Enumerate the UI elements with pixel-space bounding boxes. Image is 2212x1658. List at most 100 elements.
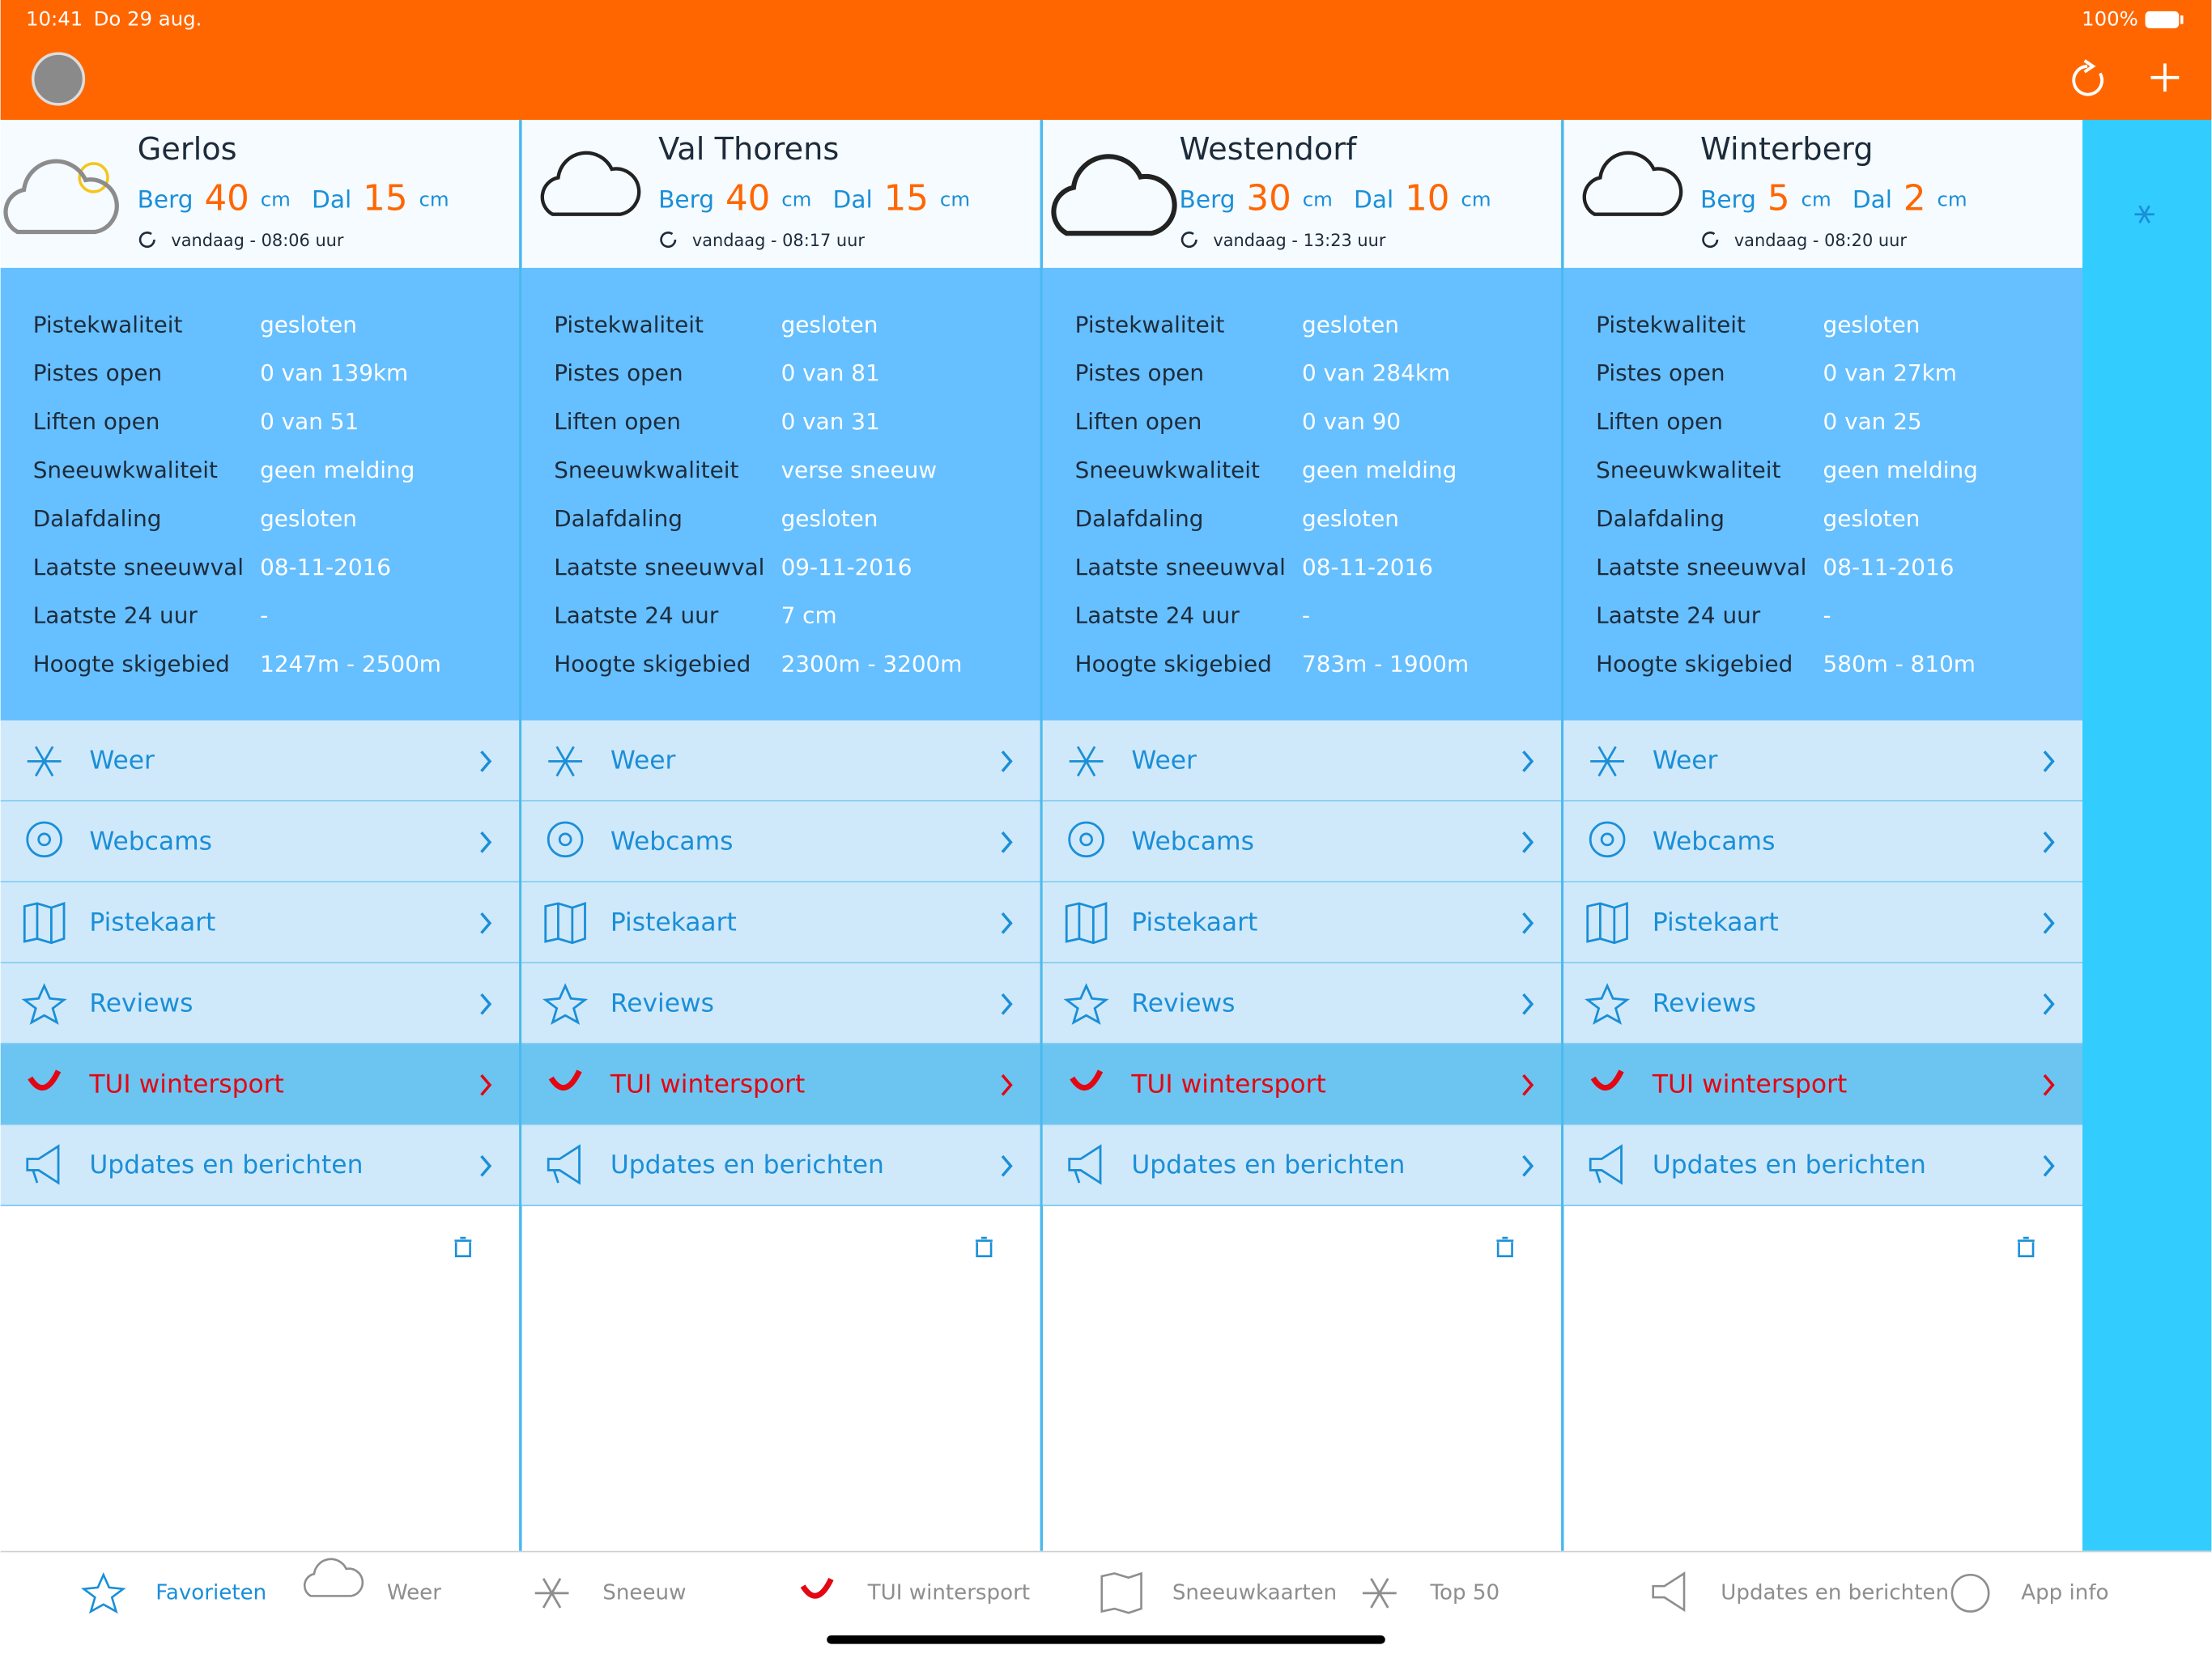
tab-item[interactable]: Top 50 xyxy=(1362,1578,1500,1609)
menu-row[interactable]: Updates en berichten xyxy=(521,1124,1041,1206)
detail-value: gesloten xyxy=(260,311,357,338)
tab-item[interactable]: TUI wintersport xyxy=(800,1577,1030,1605)
home-indicator xyxy=(827,1635,1385,1644)
menu-row[interactable]: Reviews xyxy=(0,963,520,1044)
detail-label: Pistes open xyxy=(1596,359,1725,386)
flake-arm xyxy=(555,746,575,777)
berg-unit: cm xyxy=(261,187,291,210)
menu-row[interactable]: Weer xyxy=(0,720,520,802)
tab-item[interactable]: Sneeuw xyxy=(534,1578,687,1609)
resort-name: Winterberg xyxy=(1700,131,1874,168)
detail-value: 783m - 1900m xyxy=(1302,651,1469,678)
tab-label: Favorieten xyxy=(155,1580,266,1605)
menu-row[interactable]: Updates en berichten xyxy=(0,1124,520,1206)
delete-button[interactable] xyxy=(2017,1236,2035,1257)
updated-time: vandaag - 08:20 uur xyxy=(1734,231,1908,250)
card-header xyxy=(1042,120,1562,268)
detail-label: Laatste sneeuwval xyxy=(1596,554,1806,580)
detail-label: Liften open xyxy=(554,408,681,435)
refresh-icon xyxy=(1702,232,1719,249)
menu-row-background xyxy=(1563,1044,2082,1125)
menu-row[interactable]: Reviews xyxy=(1042,963,1562,1044)
detail-label: Laatste 24 uur xyxy=(1075,602,1240,629)
menu-label: Updates en berichten xyxy=(89,1150,363,1180)
detail-label: Hoogte skigebied xyxy=(554,651,751,678)
tab-item[interactable]: Updates en berichten xyxy=(1652,1571,1949,1613)
detail-value: - xyxy=(1302,602,1310,629)
menu-row[interactable]: Webcams xyxy=(1563,801,2082,883)
menu-label: Pistekaart xyxy=(89,908,215,937)
tab-item[interactable]: Sneeuwkaarten xyxy=(1100,1571,1337,1614)
menu-row[interactable]: TUI wintersport xyxy=(521,1044,1041,1125)
menu-icon xyxy=(1589,821,1626,858)
menu-label: Updates en berichten xyxy=(610,1150,884,1180)
menu-label: Reviews xyxy=(610,988,714,1018)
menu-row[interactable]: Pistekaart xyxy=(1042,882,1562,963)
battery-icon xyxy=(2145,11,2184,28)
menu-row[interactable]: Updates en berichten xyxy=(1563,1124,2082,1206)
megaphone xyxy=(547,1144,581,1185)
menu-row[interactable]: Pistekaart xyxy=(0,882,520,963)
menu-row[interactable]: Webcams xyxy=(1042,801,1562,883)
menu-row-background xyxy=(0,1044,520,1125)
chevron xyxy=(1522,1154,1534,1177)
details-panel xyxy=(1042,267,1562,721)
megaphone xyxy=(1068,1144,1102,1185)
map xyxy=(1586,902,1628,945)
detail-label: Pistes open xyxy=(33,359,162,386)
menu-row[interactable]: TUI wintersport xyxy=(0,1044,520,1125)
menu-row[interactable]: Weer xyxy=(1563,720,2082,802)
snowflake-icon xyxy=(27,746,62,777)
menu-label: Reviews xyxy=(1131,988,1235,1018)
flake-arm xyxy=(1597,746,1617,777)
chevron xyxy=(1001,1073,1013,1096)
menu-row[interactable]: Reviews xyxy=(521,963,1041,1044)
menu-row[interactable]: Reviews xyxy=(1563,963,2082,1044)
snowflake-icon xyxy=(1590,746,1624,777)
tab-icon xyxy=(1950,1573,1990,1613)
menu-row[interactable]: TUI wintersport xyxy=(1042,1044,1562,1125)
tab-item[interactable]: Weer xyxy=(303,1558,441,1605)
avatar[interactable] xyxy=(31,52,86,106)
detail-value: gesloten xyxy=(781,311,878,338)
menu-row[interactable]: Webcams xyxy=(521,801,1041,883)
menu-row[interactable]: Updates en berichten xyxy=(1042,1124,1562,1206)
menu-row[interactable]: TUI wintersport xyxy=(1563,1044,2082,1125)
snowflake-icon xyxy=(1069,746,1104,777)
detail-value: 0 van 27km xyxy=(1823,359,1957,386)
dal-value: 15 xyxy=(363,178,407,219)
dal-label: Dal xyxy=(833,185,873,213)
delete-button[interactable] xyxy=(1496,1236,1514,1257)
dal-value: 15 xyxy=(884,178,929,219)
menu-icon xyxy=(26,821,62,858)
menu-row[interactable]: Pistekaart xyxy=(521,882,1041,963)
chevron xyxy=(1522,1073,1534,1096)
menu-row[interactable]: Weer xyxy=(1042,720,1562,802)
detail-label: Liften open xyxy=(1075,408,1202,435)
chevron xyxy=(2043,831,2055,853)
menu-row[interactable]: Pistekaart xyxy=(1563,882,2082,963)
tab-label: Top 50 xyxy=(1430,1580,1500,1605)
refresh-button[interactable] xyxy=(2072,59,2104,96)
delete-button[interactable] xyxy=(454,1236,472,1257)
top-bar xyxy=(0,0,2212,121)
menu-icon xyxy=(26,1144,60,1185)
delete-button[interactable] xyxy=(975,1236,993,1257)
add-button[interactable] xyxy=(2150,63,2180,92)
detail-value: gesloten xyxy=(1823,311,1921,338)
detail-value: geen melding xyxy=(1823,457,1978,483)
berg-value: 30 xyxy=(1246,178,1291,219)
menu-row-background xyxy=(521,1124,1041,1206)
menu-row[interactable]: Webcams xyxy=(0,801,520,883)
menu-row[interactable]: Weer xyxy=(521,720,1041,802)
map xyxy=(1065,902,1108,945)
detail-label: Liften open xyxy=(1596,408,1723,435)
tab-label: Weer xyxy=(387,1580,441,1605)
refresh-icon xyxy=(1180,232,1197,249)
menu-icon xyxy=(1590,1069,1624,1090)
chevron xyxy=(480,750,492,772)
detail-value: 08-11-2016 xyxy=(1823,554,1955,580)
tab-item[interactable]: Favorieten xyxy=(80,1572,266,1614)
tab-item[interactable]: App info xyxy=(1950,1573,2109,1613)
menu-row-background xyxy=(521,882,1041,963)
